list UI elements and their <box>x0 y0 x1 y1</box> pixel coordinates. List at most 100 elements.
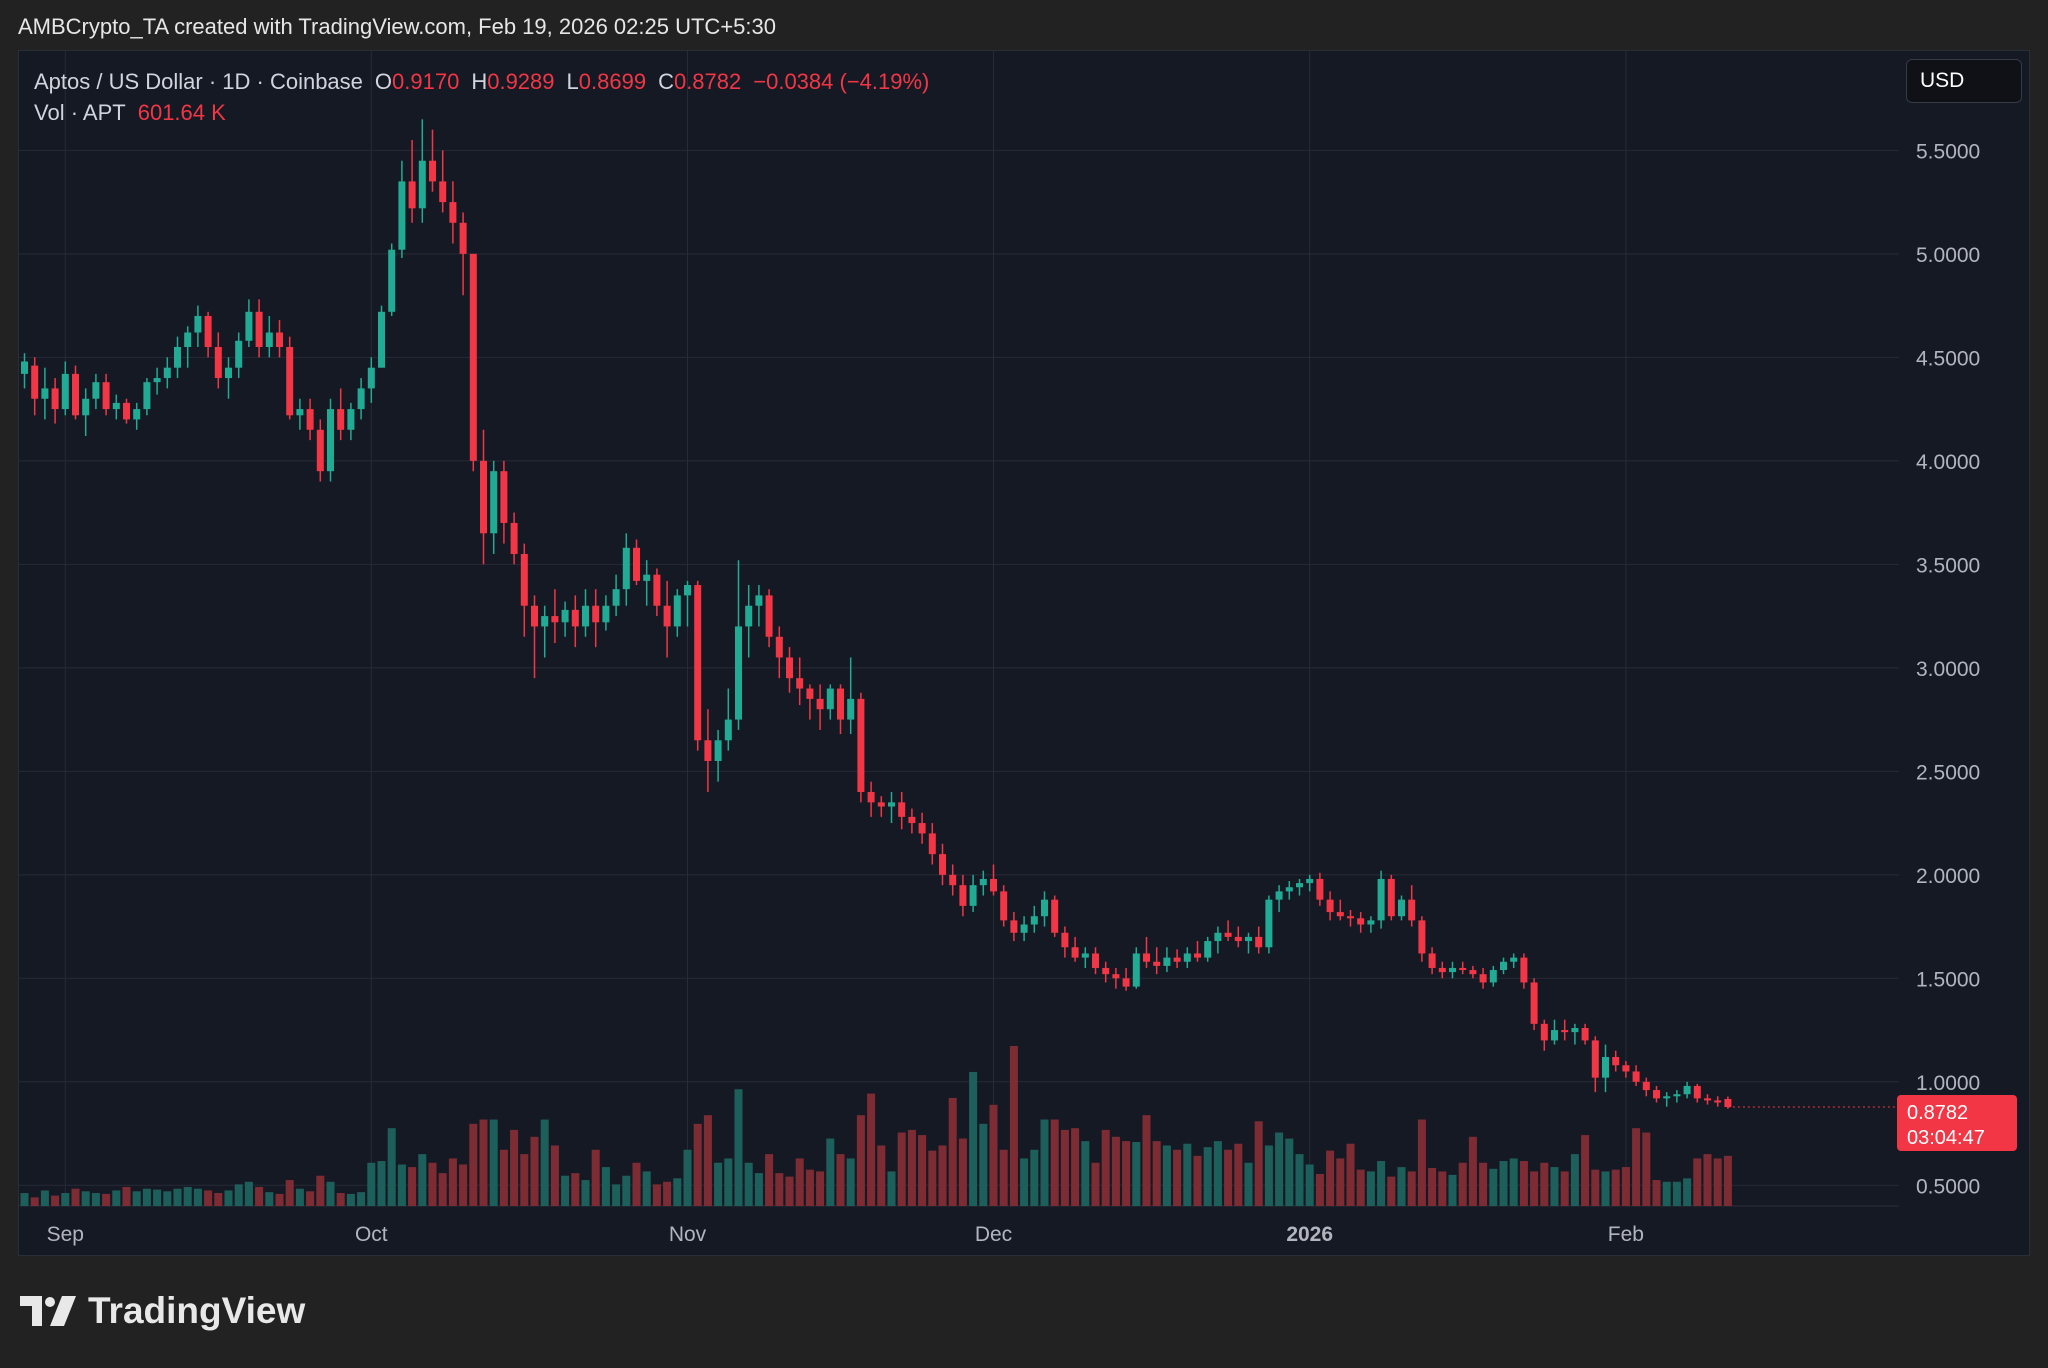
candle-body <box>41 388 49 399</box>
tradingview-logo-icon <box>20 1296 76 1326</box>
price-candles <box>21 119 1732 1109</box>
candle-body <box>1041 899 1048 917</box>
last-price-value: 0.8782 <box>1907 1102 1968 1124</box>
candle-body <box>1234 936 1242 942</box>
volume-bar <box>499 1149 508 1206</box>
candle-body <box>316 429 324 472</box>
candle-body <box>276 332 283 347</box>
candle-body <box>1520 957 1528 983</box>
currency-button[interactable]: USD <box>1906 59 2022 103</box>
candle-body <box>1489 970 1497 983</box>
close-value: 0.8782 <box>673 69 742 94</box>
volume-bar <box>887 1171 896 1206</box>
candle-body <box>877 802 885 807</box>
volume-bar <box>132 1191 141 1206</box>
candle-body <box>21 361 28 374</box>
volume-bar <box>1509 1158 1518 1206</box>
candle-body <box>112 402 120 410</box>
volume-bar <box>693 1123 702 1206</box>
volume-bars <box>20 1046 1732 1206</box>
candle-body <box>602 605 610 623</box>
candle-body <box>1316 878 1324 900</box>
candle-body <box>571 609 579 627</box>
candle-body <box>194 315 202 333</box>
candle-body <box>551 616 559 623</box>
candle-body <box>1357 918 1365 925</box>
volume-bar <box>1183 1143 1192 1206</box>
volume-bar <box>1111 1136 1120 1206</box>
volume-bar <box>1621 1167 1630 1206</box>
candle-body <box>1020 924 1028 933</box>
candle-body <box>1591 1040 1599 1078</box>
candle-body <box>1163 957 1171 966</box>
volume-bar <box>1030 1149 1039 1206</box>
candle-body <box>867 792 875 803</box>
volume-bar <box>846 1158 855 1206</box>
volume-bar <box>367 1162 376 1206</box>
volume-bar <box>1662 1181 1671 1206</box>
candle-body <box>939 854 946 875</box>
volume-label[interactable]: Vol · APT <box>34 100 126 125</box>
candle-body <box>490 471 498 534</box>
volume-bar <box>316 1175 325 1206</box>
candle-body <box>82 398 90 416</box>
volume-bar <box>601 1167 610 1206</box>
candle-body <box>612 589 620 606</box>
volume-bar <box>1326 1150 1335 1206</box>
volume-bar <box>1550 1167 1559 1206</box>
candle-body <box>1612 1056 1620 1066</box>
volume-bar <box>1499 1161 1508 1206</box>
time-axis[interactable]: Sep Oct Nov Dec 2026 Feb <box>47 1223 1644 1246</box>
volume-bar <box>265 1192 274 1206</box>
candle-body <box>459 222 467 254</box>
volume-bar <box>1479 1162 1488 1206</box>
volume-bar <box>102 1193 111 1206</box>
candle-body <box>888 802 895 807</box>
volume-bar <box>1173 1149 1182 1206</box>
volume-bar <box>826 1138 835 1206</box>
volume-bar <box>173 1188 182 1206</box>
volume-bar <box>387 1128 396 1206</box>
chart-legend: Aptos / US Dollar · 1D · Coinbase O0.9170… <box>34 66 929 128</box>
volume-bar <box>999 1149 1008 1206</box>
candle-body <box>1194 953 1201 958</box>
volume-bar <box>428 1162 437 1206</box>
volume-bar <box>1305 1164 1314 1206</box>
symbol-description[interactable]: Aptos / US Dollar · 1D · Coinbase <box>34 69 363 94</box>
candle-body <box>786 657 793 679</box>
volume-bar <box>581 1180 590 1206</box>
volume-bar <box>1519 1161 1528 1206</box>
candle-body <box>357 388 365 410</box>
candle-body <box>337 409 345 430</box>
volume-bar <box>1570 1154 1579 1206</box>
volume-bar <box>275 1193 284 1206</box>
volume-bar <box>612 1184 621 1206</box>
volume-bar <box>1601 1171 1610 1206</box>
candle-body <box>1092 953 1099 968</box>
price-chart[interactable]: 5.5000 5.0000 4.5000 4.0000 3.5000 3.0000 2.50… <box>19 51 2031 1257</box>
candle-body <box>153 378 161 383</box>
chart-panel[interactable]: 5.5000 5.0000 4.5000 4.0000 3.5000 3.0000 2.50… <box>18 50 2030 1256</box>
candle-body <box>429 160 436 182</box>
candle-body <box>398 181 406 250</box>
candle-body <box>1653 1090 1660 1099</box>
candle-body <box>1540 1023 1548 1041</box>
volume-bar <box>642 1171 651 1206</box>
price-axis[interactable]: 5.5000 5.0000 4.5000 4.0000 3.5000 3.0000 2.50… <box>1916 140 1980 1198</box>
volume-bar <box>214 1193 223 1206</box>
candle-body <box>1479 974 1487 983</box>
candle-body <box>1153 961 1161 966</box>
volume-bar <box>1683 1178 1692 1206</box>
candle-body <box>1449 967 1456 973</box>
candle-body <box>837 688 844 720</box>
volume-bar <box>285 1180 294 1206</box>
candle-body <box>347 409 355 430</box>
volume-bar <box>1560 1171 1569 1206</box>
candle-body <box>92 382 100 399</box>
volume-bar <box>1244 1162 1253 1206</box>
candle-body <box>1010 920 1018 933</box>
candle-body <box>1418 920 1426 954</box>
price-tick-label: 5.5000 <box>1916 140 1980 163</box>
close-label: C <box>658 69 674 94</box>
candle-body <box>663 605 671 627</box>
